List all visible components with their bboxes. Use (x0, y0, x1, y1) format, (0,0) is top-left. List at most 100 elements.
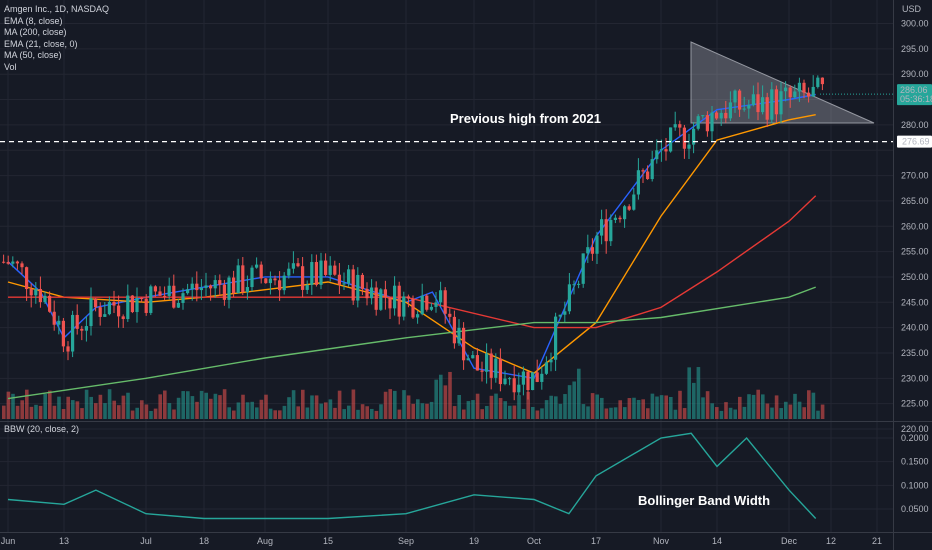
candle-body (485, 353, 489, 372)
price-tick-label: 270.00 (901, 171, 929, 181)
candle-body (278, 280, 282, 291)
candle-body (103, 314, 107, 317)
volume-bar (627, 398, 632, 419)
volume-bar (80, 408, 84, 419)
candle-body (204, 285, 208, 288)
candle-body (71, 314, 75, 352)
candle-body (457, 327, 461, 344)
candle-body (360, 274, 364, 289)
volume-bar (489, 395, 494, 419)
volume-bar (429, 401, 434, 419)
level-value: 276.69 (902, 137, 930, 147)
volume-bar (103, 403, 107, 419)
volume-bar (71, 400, 75, 419)
volume-bar (526, 391, 530, 419)
candle-body (774, 89, 778, 115)
volume-bar (2, 405, 6, 419)
candle-body (627, 206, 631, 210)
volume-bar (48, 390, 52, 419)
volume-bar (636, 399, 641, 419)
candle-body (43, 295, 47, 303)
candle-body (370, 287, 374, 299)
volume-bar (181, 391, 185, 419)
candle-body (29, 289, 33, 296)
ema8-label: EMA (8, close) (4, 15, 63, 26)
volume-bar (434, 379, 438, 419)
candle-body (80, 328, 84, 331)
volume-bar (535, 410, 540, 419)
candle-body (11, 261, 15, 264)
volume-bar (324, 402, 328, 419)
candle-body (784, 87, 788, 92)
candle-body (273, 278, 277, 281)
candle-body (176, 302, 180, 308)
candle-body (379, 289, 383, 310)
volume-bar (213, 393, 218, 419)
volume-bar (259, 399, 264, 419)
candle-body (153, 286, 157, 292)
price-tick-label: 250.00 (901, 272, 929, 282)
ma200-label: MA (200, close) (4, 27, 67, 37)
time-tick-label: 19 (469, 536, 479, 546)
volume-bar (121, 395, 126, 419)
price-tick-label: 220.00 (901, 424, 929, 434)
volume-bar (498, 398, 503, 419)
level-badge (897, 135, 932, 148)
volume-bar (742, 406, 747, 419)
candle-body (756, 94, 760, 113)
volume-bar (664, 395, 668, 419)
candle-body (245, 287, 249, 293)
candle-body (236, 265, 240, 294)
volume-bar (696, 367, 701, 419)
volume-bar (728, 407, 733, 419)
volume-bar (38, 405, 43, 419)
candle-body (609, 219, 613, 242)
candle-body (84, 326, 88, 331)
volume-bar (618, 400, 622, 419)
volume-bar (135, 407, 139, 419)
candle-body (480, 370, 484, 372)
volume-bar (687, 367, 691, 419)
time-tick-label: Dec (781, 536, 798, 546)
candle-body (590, 247, 594, 254)
candle-body (144, 298, 148, 313)
volume-bar (291, 390, 296, 419)
volume-bar (802, 407, 806, 419)
volume-bar (659, 395, 664, 419)
candle-body (650, 159, 654, 180)
time-tick-label: 13 (59, 536, 69, 546)
triangle-pattern (690, 41, 875, 124)
candle-body (112, 301, 116, 306)
candle-body (765, 97, 769, 120)
candle-body (701, 115, 705, 117)
volume-bar (673, 409, 678, 419)
candle-body (296, 263, 300, 267)
candle-body (687, 144, 691, 149)
volume-bar (443, 385, 448, 419)
legend: Amgen Inc., 1D, NASDAQ EMA (8, close) MA… (4, 4, 109, 73)
candle-body (678, 124, 682, 128)
candle-body (347, 269, 351, 284)
candle-body (429, 306, 433, 310)
price-tick-label: 260.00 (901, 221, 929, 231)
candle-body (544, 362, 548, 374)
ma200-line (7, 286, 816, 400)
candle-body (158, 291, 162, 296)
volume-bar (43, 393, 47, 419)
candle-body (742, 108, 746, 110)
volume-bar (250, 401, 254, 419)
candle-body (526, 371, 530, 391)
volume-bar (305, 407, 310, 419)
symbol-label: Amgen Inc., 1D, NASDAQ (4, 4, 110, 14)
volume-bar (774, 395, 779, 419)
time-tick-label: 18 (199, 536, 209, 546)
price-tick-label: 240.00 (901, 323, 929, 333)
volume-bar (268, 408, 273, 419)
volume-bar (107, 389, 112, 419)
volume-bar (15, 405, 20, 419)
candle-body (301, 266, 305, 290)
volume-bar (604, 408, 609, 419)
volume-bar (383, 391, 388, 419)
volume-bar (820, 404, 825, 419)
